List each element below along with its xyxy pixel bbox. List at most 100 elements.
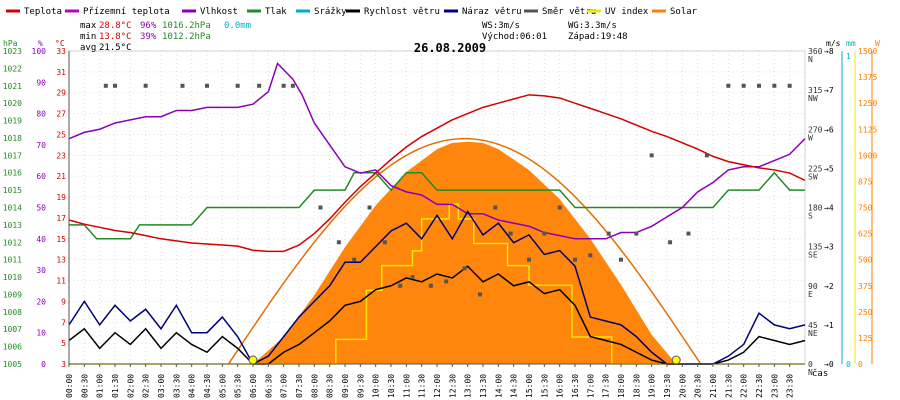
x-tick-label: 10:30 [387, 374, 396, 398]
direction-axis-label: E [808, 290, 813, 299]
direction-axis-label: SW [808, 172, 818, 181]
stat-wg: WG:3.3m/s [568, 21, 617, 31]
legend: Teplota Přízemní teplota Vlhkost Tlak Srážky… [6, 7, 698, 17]
wind-direction-point [588, 253, 593, 258]
hpa-axis-tick: 1005 [3, 360, 22, 369]
w-axis-tick: 500 [858, 256, 873, 265]
x-tick-label: 23:00 [770, 374, 779, 398]
w-axis-tick: 125 [858, 334, 873, 343]
wind-direction-point [428, 283, 433, 288]
percent-axis-tick: 90 [36, 78, 46, 87]
legend-label: Náraz větru [462, 7, 522, 17]
wind-direction-point [619, 257, 623, 262]
x-tick-label: 03:30 [172, 374, 181, 398]
stat-max-temp: 28.8°C [99, 21, 132, 31]
degc-axis-tick: 9 [61, 297, 66, 306]
wind-direction-point [281, 83, 286, 88]
wind-direction-point [257, 83, 262, 88]
wind-direction-point [367, 205, 372, 210]
stat-min-label: min [80, 32, 96, 42]
wind-direction-point [686, 231, 691, 236]
x-tick-label: 19:00 [648, 374, 657, 398]
x-tick-label: 09:00 [341, 374, 350, 398]
hpa-axis-tick: 1021 [3, 82, 22, 91]
x-tick-label: 04:30 [203, 374, 212, 398]
hpa-axis-tick: 1015 [3, 186, 22, 195]
stat-avg-label: avg [80, 43, 96, 53]
wind-direction-point [704, 153, 709, 158]
stat-max-rain: 0.0mm [224, 21, 251, 31]
degc-axis-tick: 25 [56, 130, 66, 139]
axes-layer: 1005100610071008100910101011101210131014… [3, 39, 880, 398]
x-tick-label: 14:30 [510, 374, 519, 398]
mm-axis-tick: 0 [846, 360, 851, 369]
legend-label: Směr větru [542, 7, 596, 17]
wind-direction-point [508, 231, 513, 236]
x-tick-label: 00:30 [80, 374, 89, 398]
degc-axis-tick: 3 [61, 360, 66, 369]
hpa-axis-tick: 1006 [3, 343, 22, 352]
degc-axis-unit: °C [55, 39, 65, 48]
x-tick-label: 11:30 [418, 374, 427, 398]
ms-axis-tick: →8 [824, 47, 834, 56]
x-tick-label: 07:00 [280, 374, 289, 398]
stat-sunrise: Východ:06:01 [482, 32, 547, 42]
stat-ws: WS:3m/s [482, 21, 520, 31]
x-tick-label: 13:30 [479, 374, 488, 398]
hpa-axis-tick: 1017 [3, 151, 22, 160]
direction-axis-label: NE [808, 329, 818, 338]
w-axis-tick: 250 [858, 308, 873, 317]
legend-label: Teplota [24, 7, 62, 17]
wind-direction-point [205, 83, 209, 88]
x-tick-label: 16:00 [556, 374, 565, 398]
degc-axis-tick: 21 [56, 172, 66, 181]
ms-axis-tick: →2 [824, 282, 834, 291]
degc-axis-tick: 33 [56, 47, 66, 56]
x-tick-label: 01:00 [96, 374, 105, 398]
percent-axis-tick: 40 [36, 235, 46, 244]
wind-direction-point [336, 240, 341, 245]
hpa-axis-unit: hPa [3, 39, 18, 48]
sun-marker [671, 355, 681, 365]
ms-axis-tick: →0 [824, 360, 834, 369]
wind-direction-point [634, 231, 639, 236]
legend-label: Přízemní teplota [83, 7, 170, 17]
percent-axis-tick: 100 [32, 47, 47, 56]
legend-label: Solar [670, 7, 698, 17]
degc-axis-tick: 15 [56, 235, 66, 244]
x-tick-label: 18:30 [632, 374, 641, 398]
solar-layer [227, 137, 702, 365]
direction-axis-tick: 180 [808, 204, 823, 213]
x-tick-label: 21:30 [724, 374, 733, 398]
x-tick-label: 10:00 [372, 374, 381, 398]
legend-label: Srážky [314, 7, 347, 17]
w-axis-unit: W [875, 39, 880, 48]
wind-direction-point [668, 240, 673, 245]
stat-min-press: 1012.2hPa [162, 32, 211, 42]
solar-max-curve [227, 137, 702, 365]
direction-axis-label: W [808, 133, 813, 142]
direction-axis-tick: 360 [808, 47, 823, 56]
stat-max-label: max [80, 21, 97, 31]
x-tick-label: 20:30 [694, 374, 703, 398]
x-tick-label: 18:00 [617, 374, 626, 398]
x-tick-label: 06:00 [249, 374, 258, 398]
hpa-axis-tick: 1016 [3, 169, 22, 178]
legend-label: UV index [605, 7, 649, 17]
degc-axis-tick: 27 [56, 110, 66, 119]
legend-label: Rychlost větru [364, 7, 440, 17]
x-tick-label: 22:30 [755, 374, 764, 398]
x-tick-label: 23:30 [786, 374, 795, 398]
x-tick-label: 05:00 [218, 374, 227, 398]
ms-axis-tick: →7 [824, 86, 834, 95]
wind-direction-point [180, 83, 185, 88]
wind-direction-point [772, 83, 777, 88]
stat-sunset: Západ:19:48 [568, 32, 628, 42]
wind-direction-point [542, 231, 547, 236]
wind-direction-point [757, 83, 761, 88]
solar-area [253, 141, 677, 364]
hpa-axis-tick: 1019 [3, 117, 22, 126]
wind-direction-point [143, 83, 148, 88]
wind-direction-point [477, 292, 482, 297]
